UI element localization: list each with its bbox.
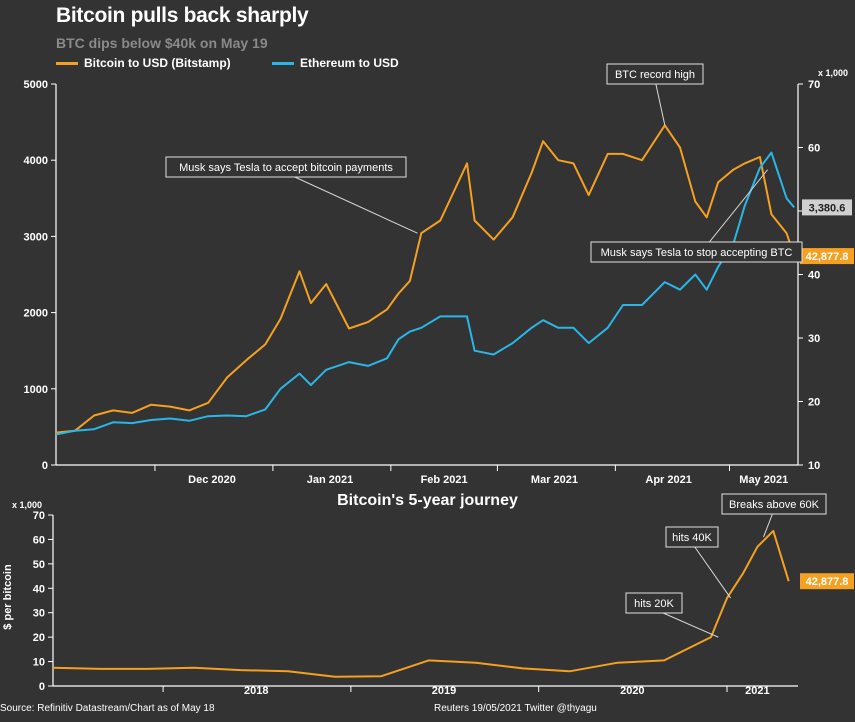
chart-title: Bitcoin pulls back sharply [56, 4, 309, 27]
btc-end-label-box [800, 248, 854, 265]
sub-y-unit-label: x 1,000 [12, 500, 42, 510]
sub-btc-end-label-box [800, 573, 854, 590]
right-axis-tick-label: 70 [808, 79, 820, 91]
legend-btc: Bitcoin to USD (Bitstamp) [56, 56, 231, 70]
right-axis-tick-label: 20 [808, 397, 820, 409]
sub-x-axis-tick-label: 2021 [745, 685, 769, 697]
x-axis-tick-label: Feb 2021 [421, 474, 468, 486]
x-axis-tick-label: Apr 2021 [645, 474, 691, 486]
sub-y-axis-tick-label: 0 [39, 681, 45, 693]
eth-end-label: 3,380.6 [809, 202, 846, 214]
sub-btc-end-label: 42,877.8 [806, 576, 849, 588]
annotation-tesla-stop-box [590, 241, 803, 263]
btc-series-line [55, 124, 796, 434]
left-axis-tick-label: 0 [42, 460, 48, 472]
sub-y-axis-tick-label: 60 [33, 534, 45, 546]
annotation-tesla-accept-text: Musk says Tesla to accept bitcoin paymen… [179, 162, 393, 174]
annotation-hits-40k-text: hits 40K [672, 532, 712, 544]
eth-series-line [55, 151, 795, 436]
x-axis-tick-label: May 2021 [739, 474, 788, 486]
annotation-tesla-accept-box [165, 156, 407, 178]
subchart-title: Bitcoin's 5-year journey [337, 492, 518, 509]
right-axis-unit-label: x 1,000 [818, 68, 848, 78]
btc-end-label: 42,877.8 [806, 251, 849, 263]
legend-label-btc: Bitcoin to USD (Bitstamp) [84, 56, 231, 70]
x-axis-tick-label: Jan 2021 [307, 474, 353, 486]
sub-y-axis-tick-label: 50 [33, 559, 45, 571]
chart-subtitle: BTC dips below $40k on May 19 [56, 35, 268, 51]
sub-x-axis-tick-label: 2019 [432, 685, 456, 697]
annotation-record-high-box [606, 63, 704, 85]
sub-btc-series-line [52, 529, 790, 678]
right-axis-tick-label: 40 [808, 270, 820, 282]
left-axis-tick-label: 1000 [24, 384, 48, 396]
left-axis-tick-label: 4000 [24, 155, 48, 167]
sub-y-axis-tick-label: 10 [33, 657, 45, 669]
annotation-hits-20k-box [625, 592, 683, 614]
right-axis-tick-label: 10 [808, 460, 820, 472]
annotation-tesla-accept-leader [285, 172, 418, 234]
annotation-hits-20k-leader [653, 608, 719, 638]
sub-y-axis-tick-label: 40 [33, 583, 45, 595]
sub-y-axis-tick-label: 20 [33, 632, 45, 644]
annotation-hits-20k-text: hits 20K [634, 598, 674, 610]
right-axis-tick-label: 60 [808, 143, 820, 155]
footer-source: Source: Refinitiv Datastream/Chart as of… [0, 703, 215, 714]
annotation-above-60k-text: Breaks above 60K [729, 499, 820, 511]
legend-swatch-btc [56, 61, 78, 65]
right-axis-tick-label: 30 [808, 333, 820, 345]
annotation-tesla-stop-text: Musk says Tesla to stop accepting BTC [601, 247, 793, 259]
sub-x-axis-tick-label: 2020 [620, 685, 644, 697]
legend-eth: Ethereum to USD [272, 56, 399, 70]
sub-y-axis-tick-label: 30 [33, 608, 45, 620]
annotation-record-high-text: BTC record high [615, 69, 695, 81]
legend-swatch-eth [272, 61, 294, 65]
annotation-above-60k-box [721, 493, 827, 515]
sub-x-axis-tick-label: 2018 [244, 685, 268, 697]
left-axis-tick-label: 3000 [24, 231, 48, 243]
annotation-hits-40k-box [665, 526, 719, 548]
annotation-record-high-leader [654, 79, 666, 126]
left-axis-tick-label: 5000 [24, 79, 48, 91]
legend-label-eth: Ethereum to USD [300, 56, 399, 70]
eth-end-label-box [802, 199, 852, 216]
sub-y-axis-tick-label: 70 [33, 510, 45, 522]
x-axis-tick-label: Dec 2020 [188, 474, 236, 486]
sub-y-axis-label: $ per bitcoin [2, 564, 14, 630]
left-axis-tick-label: 2000 [24, 308, 48, 320]
annotation-hits-40k-leader [691, 542, 732, 599]
footer-credit: Reuters 19/05/2021 Twitter @thyagu [434, 703, 597, 714]
x-axis-tick-label: Mar 2021 [531, 474, 578, 486]
